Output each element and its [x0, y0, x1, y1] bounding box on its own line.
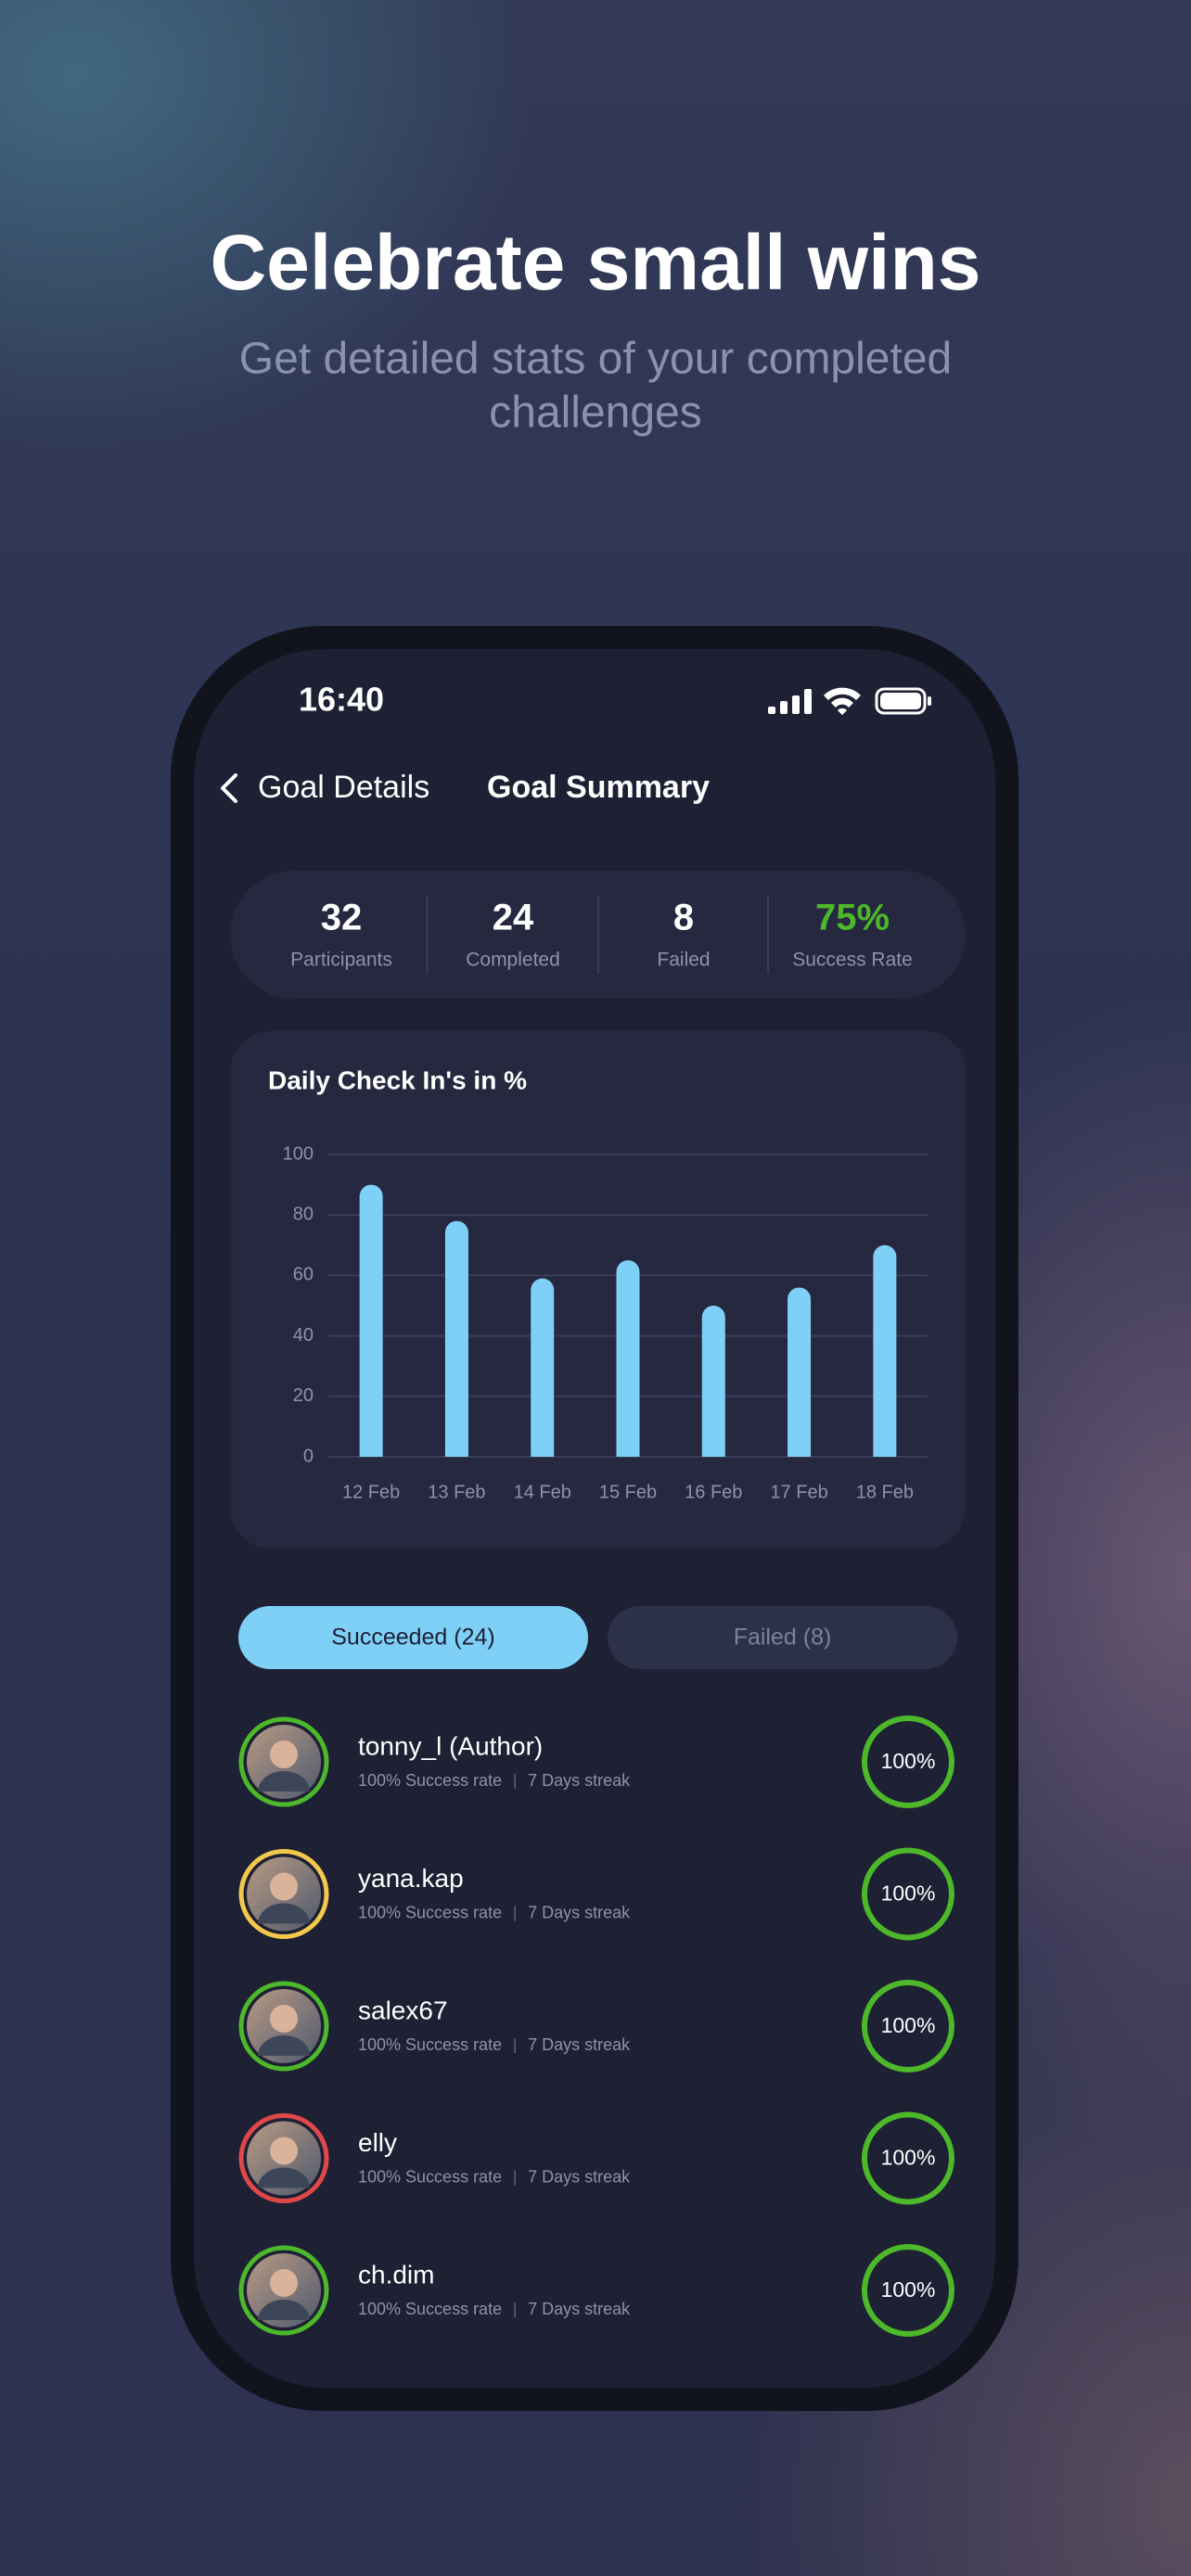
- stat-label: Failed: [657, 950, 710, 971]
- avatar-face: [270, 2269, 298, 2297]
- user-rate: 100% Success rate: [358, 1903, 502, 1921]
- y-tick-label: 80: [293, 1204, 314, 1224]
- avatar-face: [270, 2136, 298, 2165]
- user-name: salex67: [358, 1996, 448, 2024]
- avatar-body: [258, 2167, 310, 2188]
- headline: Celebrate small wins: [210, 219, 980, 306]
- score-ring: [862, 1715, 954, 1808]
- avatar-body: [258, 1903, 310, 1924]
- tab-label[interactable]: Failed (8): [734, 1625, 832, 1651]
- x-tick-label: 12 Feb: [342, 1482, 400, 1502]
- avatar-ring: [238, 1849, 329, 1939]
- tab[interactable]: [238, 1606, 588, 1669]
- bar: [701, 1306, 725, 1457]
- bar: [616, 1260, 640, 1457]
- chart-card: [230, 1031, 966, 1549]
- status-icons: [768, 687, 931, 715]
- subtitle: challenges: [489, 389, 702, 438]
- stat-value: 32: [321, 898, 363, 938]
- avatar-body: [258, 1771, 310, 1792]
- user-rate: 100% Success rate: [358, 2300, 502, 2318]
- back-icon[interactable]: [221, 773, 237, 803]
- score-ring: [862, 2244, 954, 2337]
- back-button[interactable]: Goal Details: [258, 770, 429, 805]
- score-ring: [862, 2111, 954, 2205]
- avatar-ring: [238, 2245, 329, 2336]
- bar: [788, 1287, 812, 1457]
- user-rate: 100% Success rate: [358, 2035, 502, 2054]
- score-ring: [862, 1980, 954, 2072]
- x-tick-label: 18 Feb: [856, 1482, 914, 1502]
- score: 100%: [881, 1881, 936, 1906]
- user-streak: 7 Days streak: [528, 2300, 631, 2318]
- user-name: ch.dim: [358, 2260, 434, 2289]
- avatar-face: [270, 2005, 298, 2033]
- avatar-ring: [238, 2113, 329, 2203]
- status-time: 16:40: [299, 681, 384, 719]
- stat-value: 24: [493, 898, 534, 938]
- bar: [873, 1244, 897, 1457]
- avatar-ring: [238, 1981, 329, 2072]
- bar: [444, 1220, 468, 1457]
- x-tick-label: 14 Feb: [514, 1482, 571, 1502]
- y-tick-label: 100: [283, 1143, 314, 1164]
- avatar-face: [270, 1741, 298, 1768]
- avatar-ring: [238, 1716, 329, 1807]
- stat-value: 75%: [815, 898, 890, 938]
- score: 100%: [881, 2146, 936, 2170]
- user-streak: 7 Days streak: [528, 2167, 631, 2186]
- x-tick-label: 16 Feb: [685, 1482, 742, 1502]
- user-streak: 7 Days streak: [528, 2035, 631, 2054]
- stat-label: Success Rate: [792, 950, 913, 971]
- nav-title: Goal Summary: [487, 770, 710, 805]
- y-tick-label: 40: [293, 1325, 314, 1345]
- score: 100%: [881, 2013, 936, 2037]
- x-tick-label: 15 Feb: [599, 1482, 657, 1502]
- y-tick-label: 20: [293, 1385, 314, 1406]
- user-streak: 7 Days streak: [528, 1903, 631, 1921]
- stat-value: 8: [673, 898, 694, 938]
- y-tick-label: 60: [293, 1265, 314, 1285]
- bar: [359, 1184, 383, 1457]
- user-name: yana.kap: [358, 1864, 464, 1893]
- x-tick-label: 13 Feb: [428, 1482, 485, 1502]
- subtitle: Get detailed stats of your completed: [239, 335, 952, 384]
- x-tick-label: 17 Feb: [770, 1482, 827, 1502]
- stat-label: Participants: [290, 950, 392, 971]
- user-streak: 7 Days streak: [528, 1771, 631, 1790]
- score: 100%: [881, 2277, 936, 2302]
- avatar-face: [270, 1872, 298, 1901]
- chart-title: Daily Check In's in %: [268, 1065, 527, 1094]
- user-name: tonny_l (Author): [358, 1731, 543, 1760]
- avatar-body: [258, 2300, 310, 2320]
- score: 100%: [881, 1749, 936, 1773]
- user-rate: 100% Success rate: [358, 2167, 502, 2186]
- user-rate: 100% Success rate: [358, 1771, 502, 1790]
- tab[interactable]: [608, 1606, 957, 1669]
- stat-label: Completed: [466, 950, 560, 971]
- bar: [531, 1278, 555, 1457]
- score-ring: [862, 1847, 954, 1941]
- avatar-body: [258, 2035, 310, 2056]
- y-tick-label: 0: [303, 1446, 314, 1466]
- tab-label[interactable]: Succeeded (24): [331, 1625, 495, 1651]
- user-name: elly: [358, 2128, 397, 2157]
